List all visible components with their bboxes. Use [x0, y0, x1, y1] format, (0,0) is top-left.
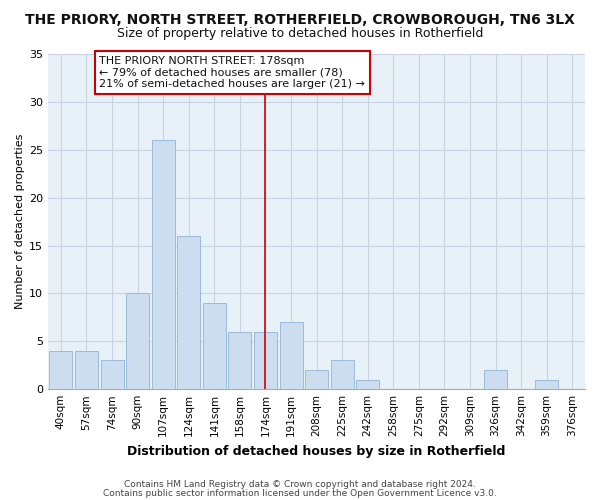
Text: THE PRIORY, NORTH STREET, ROTHERFIELD, CROWBOROUGH, TN6 3LX: THE PRIORY, NORTH STREET, ROTHERFIELD, C…: [25, 12, 575, 26]
Bar: [254, 332, 277, 389]
X-axis label: Distribution of detached houses by size in Rotherfield: Distribution of detached houses by size …: [127, 444, 506, 458]
Bar: [152, 140, 175, 389]
Text: Contains public sector information licensed under the Open Government Licence v3: Contains public sector information licen…: [103, 489, 497, 498]
Text: Contains HM Land Registry data © Crown copyright and database right 2024.: Contains HM Land Registry data © Crown c…: [124, 480, 476, 489]
Y-axis label: Number of detached properties: Number of detached properties: [15, 134, 25, 310]
Bar: [331, 360, 353, 389]
Bar: [229, 332, 251, 389]
Bar: [177, 236, 200, 389]
Bar: [49, 351, 73, 389]
Text: THE PRIORY NORTH STREET: 178sqm
← 79% of detached houses are smaller (78)
21% of: THE PRIORY NORTH STREET: 178sqm ← 79% of…: [99, 56, 365, 89]
Bar: [535, 380, 558, 389]
Bar: [305, 370, 328, 389]
Bar: [484, 370, 507, 389]
Bar: [280, 322, 302, 389]
Bar: [203, 303, 226, 389]
Bar: [101, 360, 124, 389]
Text: Size of property relative to detached houses in Rotherfield: Size of property relative to detached ho…: [117, 28, 483, 40]
Bar: [75, 351, 98, 389]
Bar: [356, 380, 379, 389]
Bar: [126, 294, 149, 389]
